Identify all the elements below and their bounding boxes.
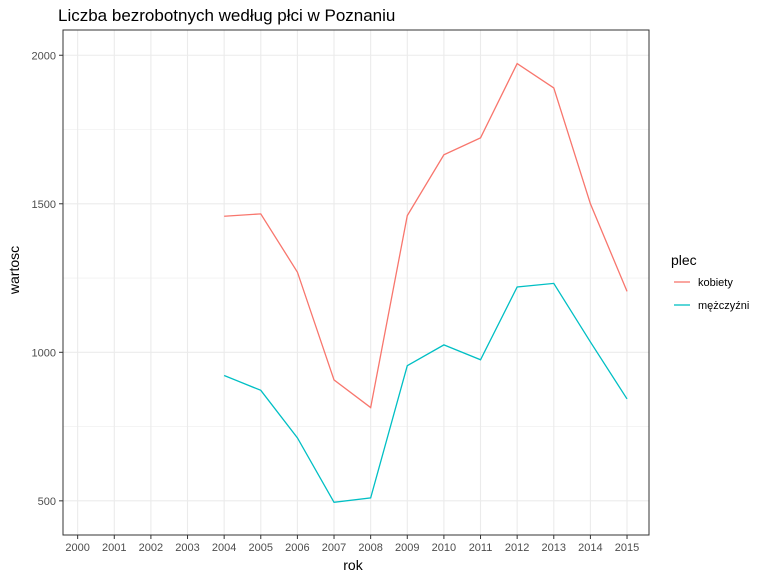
series-lines [223, 62, 628, 504]
x-axis-ticks: 2000 2001 2002 2003 2004 2005 2006 2007 2008 2009… [65, 535, 639, 554]
y-tick-label: 2000 [32, 50, 56, 62]
y-tick-label: 1500 [32, 199, 56, 211]
x-tick-label: 2008 [358, 542, 382, 554]
chart-title: Liczba bezrobotnych według płci w Poznan… [58, 6, 395, 25]
x-tick-label: 2006 [285, 542, 309, 554]
plot-background [63, 30, 649, 535]
x-tick-label: 2010 [432, 542, 456, 554]
y-tick-label: 1000 [32, 347, 56, 359]
x-tick-label: 2007 [322, 542, 346, 554]
plot-area [63, 30, 649, 535]
x-tick-label: 2005 [249, 542, 273, 554]
x-tick-label: 2011 [469, 542, 493, 554]
x-tick-label: 2003 [175, 542, 199, 554]
y-axis-ticks: 500 1000 1500 2000 [32, 50, 63, 508]
x-tick-label: 2000 [65, 542, 89, 554]
x-tick-label: 2012 [505, 542, 529, 554]
series-line-0 [224, 62, 628, 409]
series-line-1 [223, 282, 628, 504]
y-axis-title: wartosc [6, 246, 22, 295]
legend-label-0: kobiety [698, 277, 733, 289]
x-tick-label: 2013 [542, 542, 566, 554]
x-tick-label: 2015 [615, 542, 639, 554]
x-tick-label: 2014 [578, 542, 602, 554]
x-tick-label: 2009 [395, 542, 419, 554]
legend-title: plec [671, 252, 697, 268]
x-tick-label: 2004 [212, 542, 236, 554]
plot-border [62, 29, 650, 536]
y-tick-label: 500 [38, 496, 56, 508]
grid-lines [63, 30, 649, 535]
legend-label-1: mężczyźni [698, 300, 749, 312]
x-tick-label: 2001 [102, 542, 126, 554]
x-axis-title: rok [343, 557, 363, 573]
x-tick-label: 2002 [139, 542, 163, 554]
legend: plec kobiety mężczyźni [671, 252, 749, 312]
